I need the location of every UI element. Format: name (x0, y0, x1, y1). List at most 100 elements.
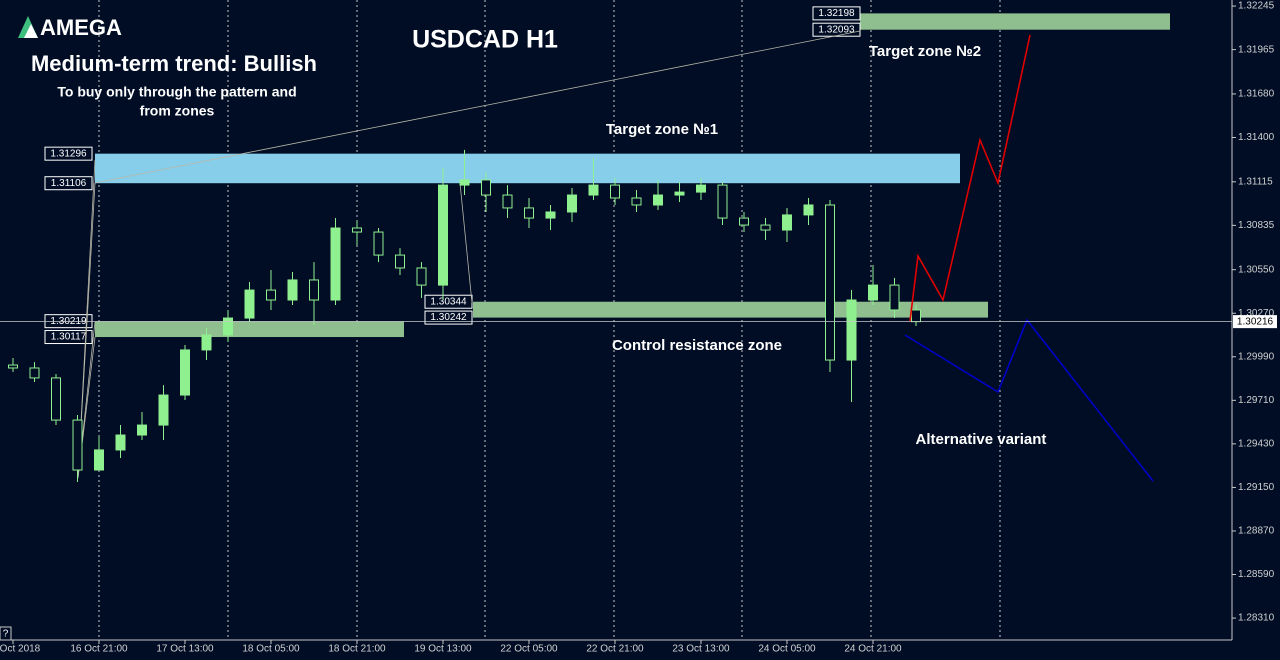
price-label: 1.30117 (51, 332, 87, 343)
annotation: Alternative variant (916, 431, 1047, 448)
candle-body (911, 309, 921, 323)
candle-body (846, 299, 857, 361)
candle-body (631, 197, 642, 206)
candle-body (309, 279, 319, 301)
candle-body (889, 284, 900, 311)
candle-body (610, 184, 620, 199)
current-price-box (1233, 315, 1277, 329)
y-tick-label: 1.29710 (1238, 395, 1275, 406)
zone (473, 301, 988, 318)
x-tick-label: 24 Oct 05:00 (758, 644, 816, 655)
trend-line (459, 182, 473, 304)
candle-body (180, 349, 190, 396)
bullish-scenario (909, 34, 1031, 322)
y-tick-label: 1.32245 (1238, 1, 1275, 12)
x-tick-label: 16 Oct 21:00 (70, 644, 128, 655)
price-label: 1.30242 (430, 312, 467, 323)
price-label: 1.31106 (51, 178, 87, 189)
candle-body (739, 217, 749, 226)
candle-body (29, 367, 40, 379)
candle-body (481, 179, 491, 196)
price-label: 1.32093 (818, 24, 855, 35)
candle-body (8, 364, 18, 369)
candle-body (459, 179, 470, 186)
candle-body (416, 267, 427, 286)
help-icon[interactable]: ? (3, 629, 9, 640)
zone-label: Control resistance zone (612, 337, 782, 354)
candle-body (244, 289, 255, 319)
help-button[interactable] (0, 626, 12, 641)
price-label-box (44, 176, 93, 191)
candle-body (567, 194, 577, 213)
candle-body (782, 214, 792, 231)
price-label: 1.30344 (430, 296, 467, 307)
candle-body (868, 284, 878, 301)
y-tick-label: 1.28310 (1238, 613, 1275, 624)
y-tick-label: 1.30550 (1238, 264, 1275, 275)
current-price-label: 1.30216 (1237, 316, 1274, 327)
x-tick-label: 16 Oct 2018 (0, 644, 41, 655)
logo-mark (24, 24, 38, 38)
alternative-scenario (904, 318, 1154, 482)
y-tick-label: 1.29150 (1238, 482, 1275, 493)
candle-body (223, 317, 233, 336)
zone (95, 153, 960, 184)
price-label-box (812, 6, 861, 21)
note-line: To buy only through the pattern and (57, 84, 296, 100)
y-tick-label: 1.29430 (1238, 439, 1275, 450)
y-tick-label: 1.28590 (1238, 569, 1275, 580)
y-tick-label: 1.31965 (1238, 44, 1275, 55)
candle-body (201, 334, 212, 351)
y-tick-label: 1.31115 (1238, 176, 1273, 187)
candle-body (115, 434, 126, 451)
candle-body (137, 424, 147, 436)
candle-body (825, 204, 835, 361)
candle-body (502, 194, 513, 209)
price-label-box (44, 146, 93, 161)
candle-body (545, 211, 556, 219)
y-tick-label: 1.30835 (1238, 220, 1275, 231)
chart-title: USDCAD H1 (412, 26, 558, 54)
candle-body (72, 419, 83, 471)
zone-label: Target zone №2 (869, 43, 981, 60)
candle-body (395, 254, 405, 269)
x-tick-label: 18 Oct 21:00 (328, 644, 386, 655)
candle-body (760, 224, 771, 231)
candle-body (158, 394, 169, 426)
x-tick-label: 24 Oct 21:00 (844, 644, 902, 655)
x-tick-label: 17 Oct 13:00 (156, 644, 214, 655)
candle-body (524, 207, 534, 219)
zone (860, 13, 1170, 30)
candle-body (803, 204, 814, 216)
zone-label: Target zone №1 (606, 121, 718, 138)
candle-body (373, 231, 384, 256)
price-label-box (424, 310, 473, 325)
candle-body (287, 279, 298, 301)
candle-body (717, 184, 728, 219)
candle-body (696, 184, 706, 193)
trend-line (94, 30, 861, 184)
candle-body (438, 184, 448, 286)
price-label: 1.32198 (818, 8, 855, 19)
y-tick-label: 1.31400 (1238, 132, 1275, 143)
candle-body (588, 184, 599, 196)
x-tick-label: 18 Oct 05:00 (242, 644, 300, 655)
candle-body (51, 377, 61, 421)
x-tick-label: 22 Oct 21:00 (586, 644, 644, 655)
x-tick-label: 23 Oct 13:00 (672, 644, 730, 655)
candles (8, 149, 921, 482)
zone (95, 321, 404, 338)
candle-body (674, 191, 685, 196)
candle-body (352, 227, 362, 233)
candle-body (266, 289, 276, 301)
logo-text: AMEGA (40, 15, 122, 40)
subtitle: Medium-term trend: Bullish (31, 51, 317, 76)
price-label-box (44, 330, 93, 345)
x-tick-label: 22 Oct 05:00 (500, 644, 558, 655)
price-label-box (44, 314, 93, 329)
note-line: from zones (140, 103, 215, 119)
x-tick-label: 19 Oct 13:00 (414, 644, 472, 655)
